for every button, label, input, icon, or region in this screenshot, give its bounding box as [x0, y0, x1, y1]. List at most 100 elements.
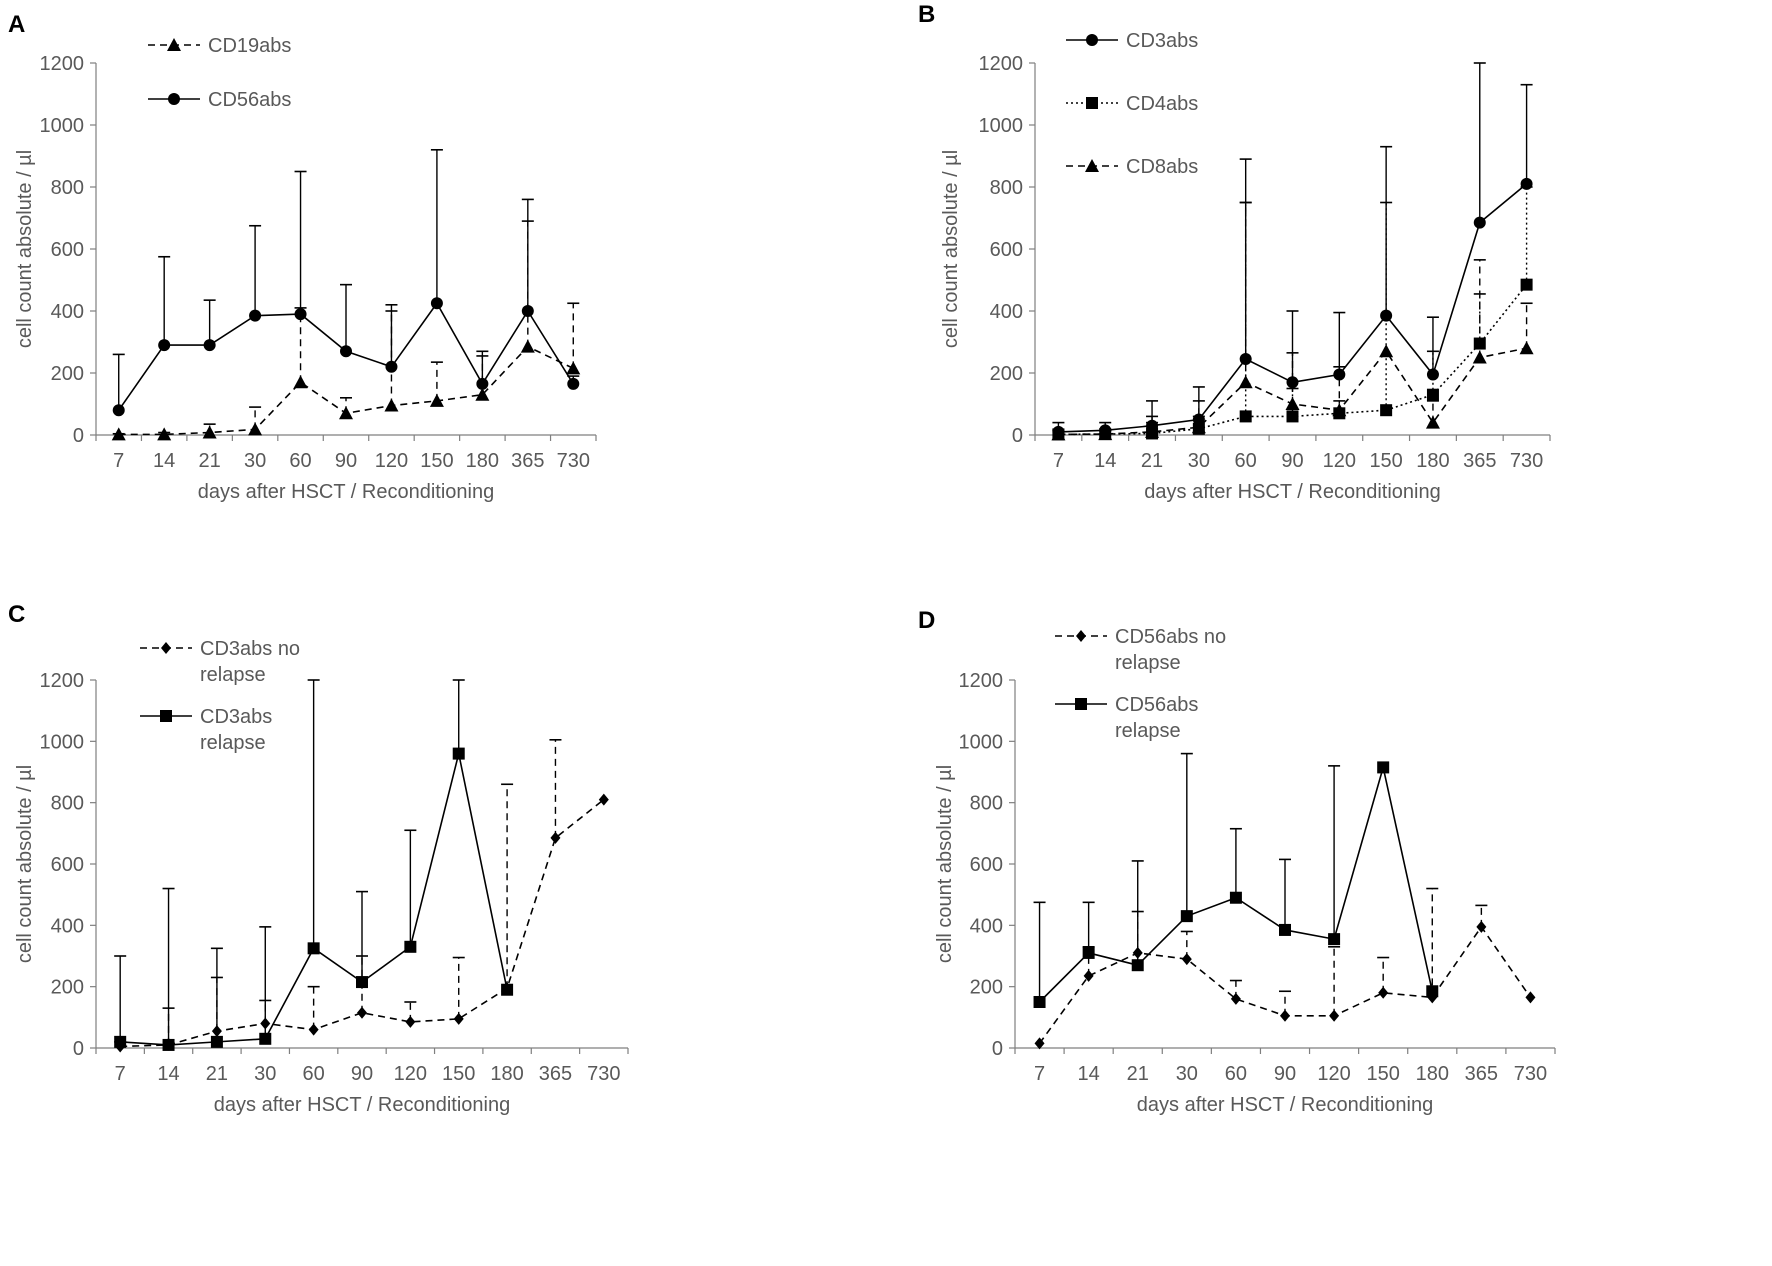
- data-point: [1239, 353, 1252, 366]
- legend-label: CD56abs: [1115, 694, 1198, 716]
- data-point: [475, 387, 490, 401]
- data-point: [308, 1023, 319, 1036]
- x-tick-label: 90: [351, 1063, 373, 1085]
- series-line: [1038, 925, 1532, 1044]
- x-tick-label: 365: [511, 450, 544, 472]
- x-tick-label: 30: [244, 450, 266, 472]
- data-point: [293, 375, 308, 389]
- x-tick-label: 120: [1323, 450, 1356, 472]
- data-point: [1082, 946, 1095, 959]
- x-tick-label: 365: [539, 1063, 572, 1085]
- x-tick-label: 14: [157, 1063, 179, 1085]
- x-tick-label: 7: [1034, 1063, 1045, 1085]
- x-tick-label: 21: [199, 450, 221, 472]
- y-tick-label: 0: [992, 1038, 1003, 1060]
- data-point: [162, 1038, 175, 1051]
- x-tick-label: 7: [1053, 450, 1064, 472]
- data-point: [1333, 368, 1346, 381]
- data-point: [248, 422, 263, 436]
- x-tick-label: 730: [1514, 1063, 1547, 1085]
- legend-label: CD3abs: [1126, 30, 1198, 52]
- legend-label: CD56abs no: [1115, 626, 1226, 648]
- data-point: [1378, 986, 1389, 999]
- data-point: [1286, 410, 1299, 423]
- data-point: [1280, 1009, 1290, 1022]
- y-tick-label: 400: [990, 301, 1023, 323]
- panel-letter: D: [918, 607, 935, 634]
- x-tick-label: 180: [490, 1063, 523, 1085]
- data-point: [1476, 920, 1487, 933]
- chart-panel-b: 0 200 400 600 800 1000 1200 7 14 21 30 60 90 120 150 18…: [940, 30, 1551, 503]
- data-point: [1328, 933, 1341, 946]
- data-point: [429, 393, 444, 407]
- y-tick-label: 200: [990, 363, 1023, 385]
- data-point: [1329, 1009, 1340, 1022]
- data-point: [521, 305, 534, 317]
- data-point: [340, 345, 352, 358]
- data-point: [339, 406, 353, 420]
- data-point: [1377, 761, 1390, 774]
- series-1: [112, 149, 580, 417]
- data-point: [1034, 1037, 1045, 1050]
- data-point: [357, 1006, 367, 1019]
- x-tick-label: 365: [1465, 1063, 1498, 1085]
- legend-label: relapse: [1115, 652, 1181, 674]
- y-tick-label: 200: [51, 363, 84, 385]
- data-point: [111, 427, 126, 441]
- data-point: [1473, 216, 1486, 229]
- chart-panel-d: 0 200 400 600 800 1000 1200 7 14 21 30 60 90 120 150 18…: [934, 626, 1556, 1116]
- data-point: [307, 942, 320, 955]
- data-point: [112, 404, 125, 417]
- x-tick-label: 90: [1281, 450, 1303, 472]
- data-point: [203, 339, 216, 352]
- data-point: [1191, 420, 1206, 434]
- panel-letter: C: [8, 601, 25, 628]
- y-tick-label: 1000: [979, 115, 1024, 137]
- data-point: [1520, 278, 1533, 291]
- legend-label: CD4abs: [1126, 93, 1198, 115]
- data-point: [1426, 985, 1439, 998]
- x-axis-label: days after HSCT / Reconditioning: [1144, 481, 1440, 503]
- data-point: [356, 976, 368, 989]
- y-tick-label: 1200: [979, 53, 1024, 75]
- x-tick-label: 180: [466, 450, 499, 472]
- x-tick-label: 180: [1416, 450, 1449, 472]
- data-point: [249, 309, 262, 322]
- x-tick-label: 730: [1510, 450, 1543, 472]
- x-axis-label: days after HSCT / Reconditioning: [198, 481, 494, 503]
- data-point: [1380, 404, 1393, 417]
- legend-label: relapse: [200, 664, 266, 686]
- y-tick-label: 800: [970, 793, 1003, 815]
- series-2: [1051, 201, 1534, 441]
- data-point: [1286, 376, 1299, 389]
- y-tick-label: 800: [51, 793, 84, 815]
- x-tick-label: 730: [587, 1063, 620, 1085]
- y-tick-label: 1000: [40, 115, 85, 137]
- data-point: [1380, 309, 1393, 322]
- panel-letter: A: [8, 11, 25, 38]
- x-tick-label: 14: [1078, 1063, 1100, 1085]
- y-tick-label: 1200: [959, 670, 1004, 692]
- data-point: [1425, 415, 1440, 429]
- data-point: [1472, 350, 1487, 364]
- y-tick-label: 400: [970, 915, 1003, 937]
- x-tick-label: 90: [1274, 1063, 1296, 1085]
- legend-label: relapse: [1115, 720, 1181, 742]
- y-tick-label: 600: [51, 239, 84, 261]
- data-point: [157, 427, 172, 441]
- data-point: [1332, 403, 1347, 417]
- legend-label: relapse: [200, 732, 266, 754]
- legend-marker: [1086, 97, 1098, 109]
- x-axis-label: days after HSCT / Reconditioning: [214, 1094, 510, 1116]
- x-tick-label: 150: [442, 1063, 475, 1085]
- y-tick-label: 200: [51, 977, 84, 999]
- data-point: [476, 377, 489, 390]
- data-point: [452, 747, 465, 760]
- x-tick-label: 60: [289, 450, 311, 472]
- data-point: [598, 793, 609, 806]
- chart-panel-a: 0 200 400 600 800 1000 1200 7 14 21 30 60 90 120 150 18…: [14, 35, 597, 503]
- x-tick-label: 90: [335, 450, 357, 472]
- y-tick-label: 0: [1012, 425, 1023, 447]
- data-point: [1131, 959, 1144, 972]
- data-point: [210, 1035, 223, 1048]
